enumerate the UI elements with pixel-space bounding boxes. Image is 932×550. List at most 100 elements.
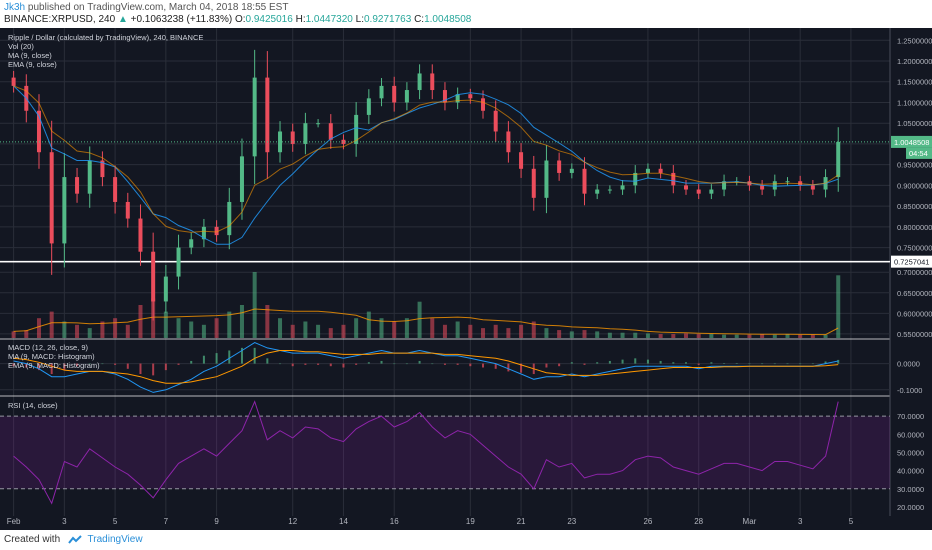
volume-bar	[823, 334, 828, 338]
macd-histogram-bar	[266, 358, 269, 364]
candle-body	[214, 226, 219, 236]
candle-body	[87, 160, 92, 194]
volume-bar	[557, 330, 562, 338]
candle-body	[595, 189, 600, 194]
candle-body	[49, 152, 54, 244]
x-tick-label: 9	[214, 517, 219, 526]
candle-body	[341, 139, 346, 144]
macd-histogram-bar	[367, 362, 370, 364]
macd-histogram-bar	[443, 363, 446, 365]
macd-histogram-bar	[761, 363, 764, 365]
pane-legends: Ripple / Dollar (calculated by TradingVi…	[8, 33, 203, 410]
macd-histogram-bar	[291, 363, 294, 367]
close-value: 1.0048508	[424, 14, 472, 25]
macd-histogram-bar	[621, 359, 624, 364]
volume-bar	[582, 330, 587, 338]
chart-header: Jk3h published on TradingView.com, March…	[0, 0, 932, 28]
macd-histogram-bar	[646, 359, 649, 364]
volume-bar	[214, 318, 219, 338]
price-tick-label: 1.1000000	[897, 98, 932, 107]
change-arrow-icon: ▲	[117, 14, 128, 25]
candle-body	[493, 110, 498, 132]
rsi-tick-label: 60.0000	[897, 430, 924, 439]
macd-histogram-bar	[12, 363, 15, 367]
volume-bar	[62, 321, 67, 338]
macd-histogram-bar	[672, 362, 675, 364]
macd-histogram-bar	[126, 363, 129, 369]
volume-bar	[138, 305, 143, 338]
candle-body	[544, 160, 549, 198]
macd-histogram-bar	[469, 363, 472, 367]
candle-body	[163, 276, 168, 302]
rsi-tick-label: 70.0000	[897, 412, 924, 421]
ma-9-line	[13, 85, 839, 245]
candle-body	[658, 168, 663, 173]
macd-tick-label: -0.1000	[897, 386, 922, 395]
volume-bar	[785, 334, 790, 338]
candle-body	[709, 189, 714, 194]
high-value: 1.0447320	[305, 14, 353, 25]
candle-body	[36, 110, 41, 153]
volume-bar	[798, 334, 803, 338]
candle-body	[772, 181, 777, 190]
candle-body	[62, 177, 67, 244]
volume-bar	[100, 321, 105, 338]
price-tick-label: 1.0500000	[897, 119, 932, 128]
x-tick-label: 28	[694, 517, 703, 526]
last-price-label: 1.0048508	[894, 138, 929, 147]
created-with: Created with TradingView	[4, 534, 143, 545]
tradingview-brand[interactable]: TradingView	[87, 534, 143, 545]
macd-histogram-bar	[152, 363, 155, 376]
price-axis[interactable]: Feb 3 5 7 9 12 14 16 19 21 23 26 28 Mar 3 5 1.2500000 1.2…	[7, 36, 932, 526]
countdown-label: 04:54	[909, 149, 928, 158]
macd-histogram-bar	[253, 347, 256, 364]
chart-canvas[interactable]: Feb 3 5 7 9 12 14 16 19 21 23 26 28 Mar 3 5 1.2500000 1.2…	[0, 28, 932, 530]
x-tick-label: 5	[849, 517, 854, 526]
volume-bar	[227, 311, 232, 338]
volume-bar	[671, 334, 676, 338]
candle-body	[125, 201, 130, 219]
volume-bar	[696, 334, 701, 338]
macd-histogram-bar	[405, 363, 408, 365]
candle-body	[481, 98, 486, 111]
macd-histogram-bar	[431, 363, 434, 365]
macd-histogram-bar	[837, 359, 840, 364]
candle-body	[442, 90, 447, 103]
volume-bar	[75, 324, 80, 338]
price-tick-label: 0.8500000	[897, 202, 932, 211]
macd-histogram-bar	[215, 353, 218, 364]
macd-histogram-bar	[139, 363, 142, 375]
volume-bar	[24, 330, 29, 338]
rsi-tick-label: 20.0000	[897, 503, 924, 512]
volume-bar	[404, 318, 409, 338]
candle-body	[455, 94, 460, 103]
volume-bar	[36, 318, 41, 338]
author-link[interactable]: Jk3h	[4, 2, 26, 13]
pane-legend-text: MACD (12, 26, close, 9)	[8, 343, 89, 352]
price-tick-label: 1.2500000	[897, 36, 932, 45]
volume-bar	[506, 328, 511, 338]
candle-body	[633, 172, 638, 186]
close-label: C:	[414, 14, 425, 25]
candle-body	[519, 152, 524, 169]
volume-bar	[392, 321, 397, 338]
candle-body	[176, 247, 181, 277]
price-tick-label: 1.1500000	[897, 78, 932, 87]
price-tick-label: 0.9500000	[897, 161, 932, 170]
volume-bar	[189, 321, 194, 338]
volume-marker-label: 0.7257041	[894, 258, 929, 267]
macd-tick-label: 0.0000	[897, 360, 920, 369]
candle-body	[201, 226, 206, 240]
volume-bar	[455, 321, 460, 338]
volume-bar	[684, 333, 688, 338]
macd-histogram-bar	[228, 350, 231, 364]
volume-bar	[125, 324, 130, 338]
macd-histogram-bar	[634, 358, 637, 364]
volume-bar	[341, 324, 346, 338]
price-candles	[11, 49, 841, 321]
macd-histogram-bar	[50, 363, 53, 375]
volume-bar	[328, 328, 333, 338]
volume-bar	[113, 318, 118, 338]
countdown-badge	[906, 147, 932, 159]
macd-histogram-bar	[723, 363, 726, 364]
